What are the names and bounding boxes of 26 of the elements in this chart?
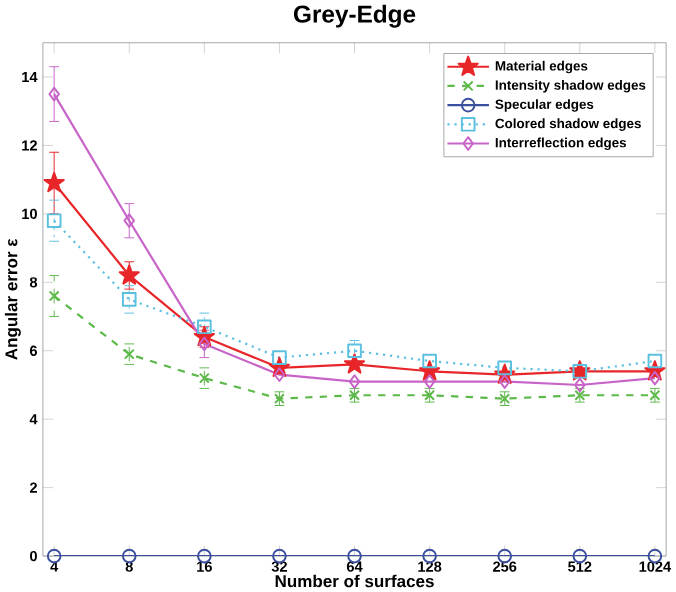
point: [347, 343, 362, 359]
point: [123, 213, 135, 228]
point: [348, 374, 361, 389]
point: [48, 86, 60, 102]
point: [649, 370, 661, 386]
point: [46, 548, 62, 564]
point: [43, 171, 65, 193]
chart-title: Grey-Edge: [293, 4, 416, 28]
point: [498, 374, 511, 389]
point: [343, 353, 366, 374]
point: [423, 374, 436, 389]
point: [273, 367, 286, 382]
x-axis-title: Number of surfaces: [275, 574, 434, 588]
point: [48, 290, 60, 302]
point: [198, 372, 210, 384]
point: [422, 353, 437, 369]
point: [574, 377, 586, 393]
point: [123, 348, 135, 360]
y-axis-title: Angular error ε: [4, 238, 21, 360]
point: [497, 360, 513, 376]
point: [272, 350, 287, 365]
point: [118, 264, 140, 285]
point: [198, 336, 211, 352]
point: [647, 353, 663, 369]
point: [121, 548, 137, 564]
point: [197, 319, 212, 335]
